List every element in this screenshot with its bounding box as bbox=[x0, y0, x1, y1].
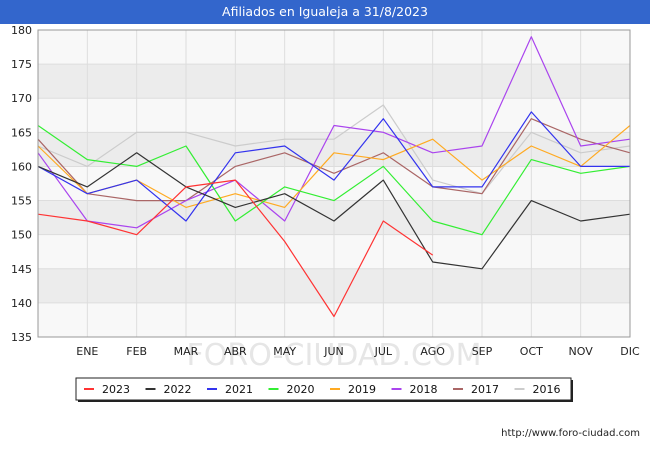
x-tick-label: AGO bbox=[420, 345, 445, 358]
x-tick-label: MAY bbox=[273, 345, 296, 358]
legend-label-2017: 2017 bbox=[471, 383, 499, 396]
y-tick-label: 150 bbox=[11, 229, 32, 242]
x-tick-label: ENE bbox=[76, 345, 98, 358]
series-line-2020 bbox=[37, 125, 631, 236]
legend-label-2019: 2019 bbox=[348, 383, 376, 396]
legend-label-2020: 2020 bbox=[287, 383, 315, 396]
series-line-2017 bbox=[37, 118, 631, 202]
x-tick-label: JUL bbox=[374, 345, 393, 358]
series-line-2022 bbox=[37, 152, 631, 270]
series-line-2016 bbox=[37, 104, 631, 195]
x-tick-label: JUN bbox=[323, 345, 344, 358]
series-line-2018 bbox=[37, 36, 631, 229]
x-tick-label: OCT bbox=[520, 345, 543, 358]
y-tick-label: 155 bbox=[11, 195, 32, 208]
x-tick-label: ABR bbox=[224, 345, 247, 358]
legend-label-2018: 2018 bbox=[410, 383, 438, 396]
y-tick-label: 140 bbox=[11, 297, 32, 310]
plot-frame bbox=[37, 29, 631, 338]
y-tick-label: 165 bbox=[11, 126, 32, 139]
y-tick-label: 135 bbox=[11, 331, 32, 344]
legend-label-2022: 2022 bbox=[164, 383, 192, 396]
series-line-2021 bbox=[37, 111, 630, 222]
y-tick-label: 180 bbox=[11, 24, 32, 37]
legend-label-2016: 2016 bbox=[533, 383, 561, 396]
y-tick-label: 145 bbox=[11, 263, 32, 276]
x-tick-label: NOV bbox=[569, 345, 594, 358]
series-line-2023 bbox=[37, 179, 434, 318]
x-axis-ticks: ENE FEB MAR ABR MAY JUN JUL AGO SEP OCT NOV DIC bbox=[76, 345, 640, 358]
y-tick-label: 160 bbox=[11, 160, 32, 173]
series-layer bbox=[37, 36, 631, 318]
x-tick-label: FEB bbox=[126, 345, 147, 358]
source-link[interactable]: http://www.foro-ciudad.com bbox=[501, 428, 640, 439]
y-axis-ticks: 135 140 145 150 155 160 165 170 175 180 bbox=[11, 24, 32, 344]
y-tick-label: 170 bbox=[11, 92, 32, 105]
x-tick-label: DIC bbox=[620, 345, 640, 358]
watermark: FORO-CIUDAD.COM bbox=[187, 338, 482, 373]
legend: 2023 2022 2021 2020 2019 2018 2017 2016 bbox=[75, 377, 573, 402]
x-tick-label: MAR bbox=[174, 345, 199, 358]
y-tick-label: 175 bbox=[11, 58, 32, 71]
legend-label-2023: 2023 bbox=[102, 383, 130, 396]
legend-box bbox=[75, 377, 572, 401]
legend-label-2021: 2021 bbox=[225, 383, 253, 396]
x-tick-label: SEP bbox=[472, 345, 493, 358]
chart-title: Afiliados en Igualeja a 31/8/2023 bbox=[0, 0, 650, 24]
